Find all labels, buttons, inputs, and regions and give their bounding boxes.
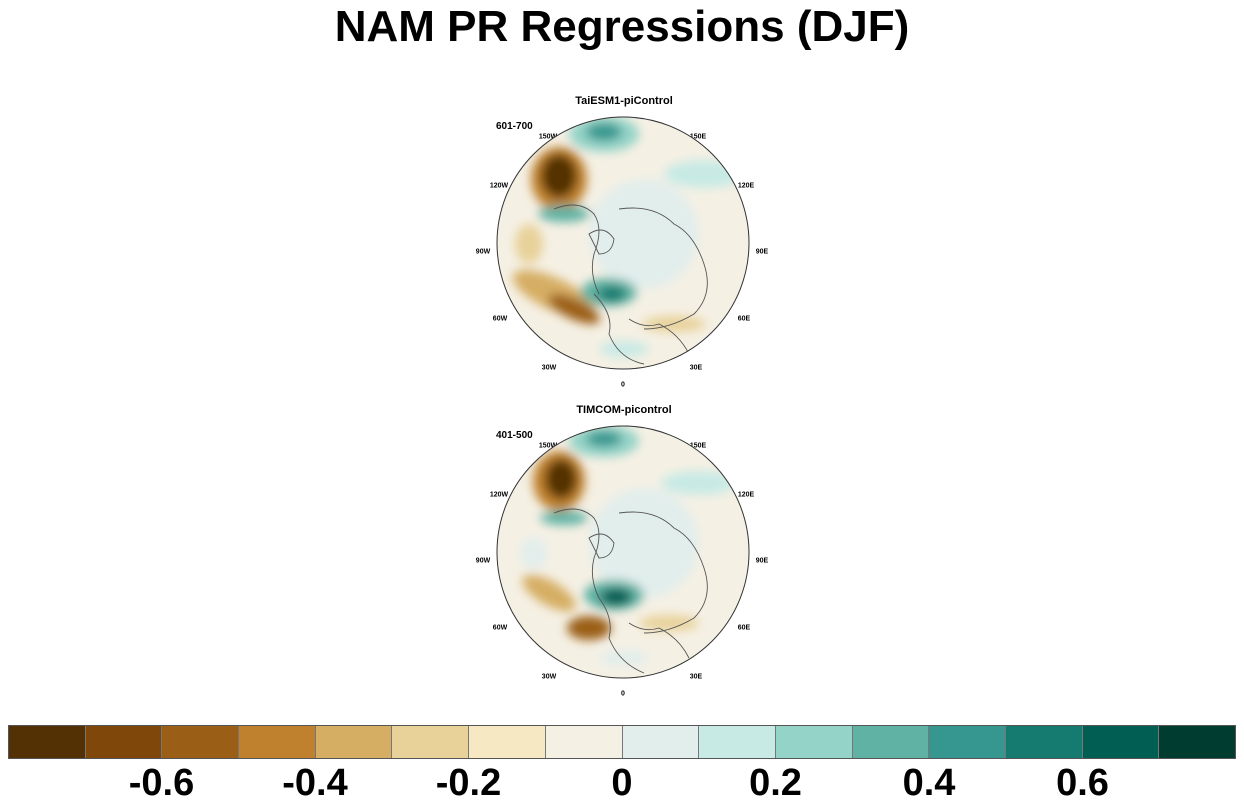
lon-label-150w: 150W	[538, 442, 558, 450]
colorbar-box	[162, 726, 240, 758]
colorbar-tick-label: 0.6	[1056, 762, 1109, 804]
colorbar-box	[85, 726, 163, 758]
lon-label-60e: 60E	[737, 315, 751, 323]
lon-label-60e: 60E	[737, 624, 751, 632]
panel-title: TIMCOM-picontrol	[576, 404, 672, 416]
polar-map	[496, 116, 750, 370]
colorbar-box	[1159, 726, 1235, 758]
lon-label-60w: 60W	[492, 624, 508, 632]
colorbar-box	[699, 726, 776, 758]
lon-label-30e: 30E	[689, 364, 703, 372]
lon-label-90w: 90W	[475, 557, 491, 565]
lon-label-150w: 150W	[538, 133, 558, 141]
colorbar	[8, 725, 1236, 759]
lon-label-30w: 30W	[541, 673, 557, 681]
colorbar-box	[852, 726, 930, 758]
colorbar-box	[929, 726, 1006, 758]
colorbar-box	[469, 726, 546, 758]
colorbar-box	[1005, 726, 1083, 758]
colorbar-box	[9, 726, 86, 758]
colorbar-box	[1082, 726, 1160, 758]
lon-label-120w: 120W	[489, 491, 509, 499]
period-label: 401-500	[496, 430, 533, 441]
colorbar-box	[392, 726, 470, 758]
lon-label-120w: 120W	[489, 182, 509, 190]
colorbar-box	[622, 726, 700, 758]
lon-label-0: 0	[621, 690, 625, 698]
colorbar-tick-label: -0.6	[128, 762, 195, 804]
lon-label-90e: 90E	[755, 557, 769, 565]
colorbar-box	[775, 726, 853, 758]
colorbar-tick-label: -0.4	[282, 762, 348, 804]
lon-label-90e: 90E	[755, 248, 769, 256]
map-panel-taiesm1: TaiESM1-piControl 601-700 180 150E 120E …	[474, 95, 774, 389]
period-label: 601-700	[496, 121, 533, 132]
colorbar-tick-label: 0.4	[902, 762, 956, 804]
lon-label-60w: 60W	[492, 315, 508, 323]
colorbar-tick-label: 0.2	[749, 762, 802, 804]
polar-map	[496, 425, 750, 679]
colorbar-tick-label: -0.2	[435, 762, 502, 804]
colorbar-box	[239, 726, 316, 758]
figure-title: NAM PR Regressions (DJF)	[334, 2, 910, 51]
panel-title: TaiESM1-piControl	[575, 95, 673, 107]
map-panel-timcom: TIMCOM-picontrol 401-500 180 150E 120E 9…	[474, 404, 774, 698]
lon-label-0: 0	[621, 381, 625, 389]
lon-label-30w: 30W	[541, 364, 557, 372]
lon-label-150e: 150E	[689, 442, 707, 450]
lon-label-150e: 150E	[689, 133, 707, 141]
lon-label-30e: 30E	[689, 673, 703, 681]
lon-label-90w: 90W	[475, 248, 491, 256]
colorbar-tick-label: 0	[611, 762, 633, 804]
colorbar-box	[545, 726, 623, 758]
lon-label-120e: 120E	[737, 491, 755, 499]
colorbar-box	[315, 726, 393, 758]
lon-label-120e: 120E	[737, 182, 755, 190]
